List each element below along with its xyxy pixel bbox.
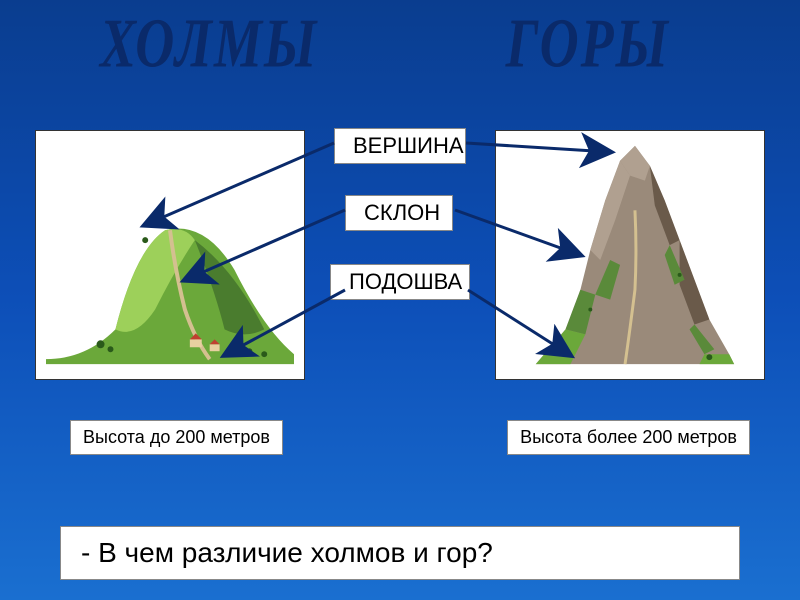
label-vershina: ВЕРШИНА bbox=[334, 128, 466, 164]
caption-mountain-height: Высота более 200 метров bbox=[507, 420, 750, 455]
question-text: - В чем различие холмов и гор? bbox=[60, 526, 740, 580]
title-mountains: ГОРЫ bbox=[506, 3, 670, 84]
caption-hill-height: Высота до 200 метров bbox=[70, 420, 283, 455]
hill-image bbox=[35, 130, 305, 380]
hill-illustration bbox=[36, 131, 304, 379]
mountain-image bbox=[495, 130, 765, 380]
label-sklon: СКЛОН bbox=[345, 195, 453, 231]
label-podoshva: ПОДОШВА bbox=[330, 264, 470, 300]
title-hills: ХОЛМЫ bbox=[100, 3, 318, 84]
mountain-illustration bbox=[496, 131, 764, 379]
